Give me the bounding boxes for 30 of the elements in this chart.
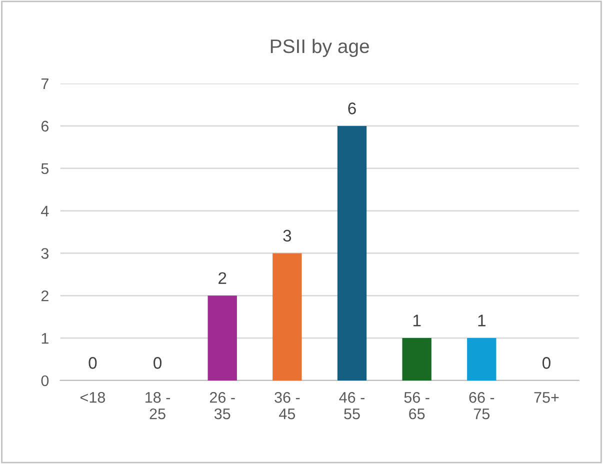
bar — [272, 253, 302, 380]
y-tick-label: 1 — [42, 333, 48, 344]
bar — [402, 338, 432, 380]
x-tick-label: <18 — [80, 392, 106, 403]
y-tick-label: 7 — [41, 78, 48, 90]
x-tick-label: 56 - 65 — [404, 392, 430, 420]
data-label: 0 — [154, 357, 162, 369]
data-label: 1 — [478, 314, 486, 326]
y-tick-label: 2 — [41, 290, 48, 302]
data-label: 3 — [283, 230, 292, 242]
y-tick-label: 3 — [41, 248, 49, 259]
data-label: 6 — [348, 102, 356, 114]
x-tick-label: 26 - 35 — [210, 392, 235, 420]
y-tick-label: 6 — [41, 120, 49, 132]
data-label: 2 — [218, 272, 226, 284]
x-tick-label: 66 - 75 — [469, 392, 494, 420]
y-tick-label: 5 — [41, 163, 49, 174]
x-tick-label: 18 - 25 — [146, 392, 170, 420]
bar — [337, 126, 367, 380]
data-label: 0 — [88, 357, 97, 369]
x-tick-label: 46 - 55 — [339, 392, 364, 420]
bar — [208, 296, 237, 380]
y-tick-label: 0 — [41, 375, 49, 386]
chart-title: PSII by age — [270, 38, 369, 57]
data-label: 0 — [542, 357, 550, 369]
x-tick-label: 75+ — [534, 392, 559, 403]
bar — [467, 338, 496, 380]
y-tick-label: 4 — [41, 206, 49, 216]
x-tick-label: 36 - 45 — [274, 392, 300, 420]
data-label: 1 — [413, 314, 421, 326]
